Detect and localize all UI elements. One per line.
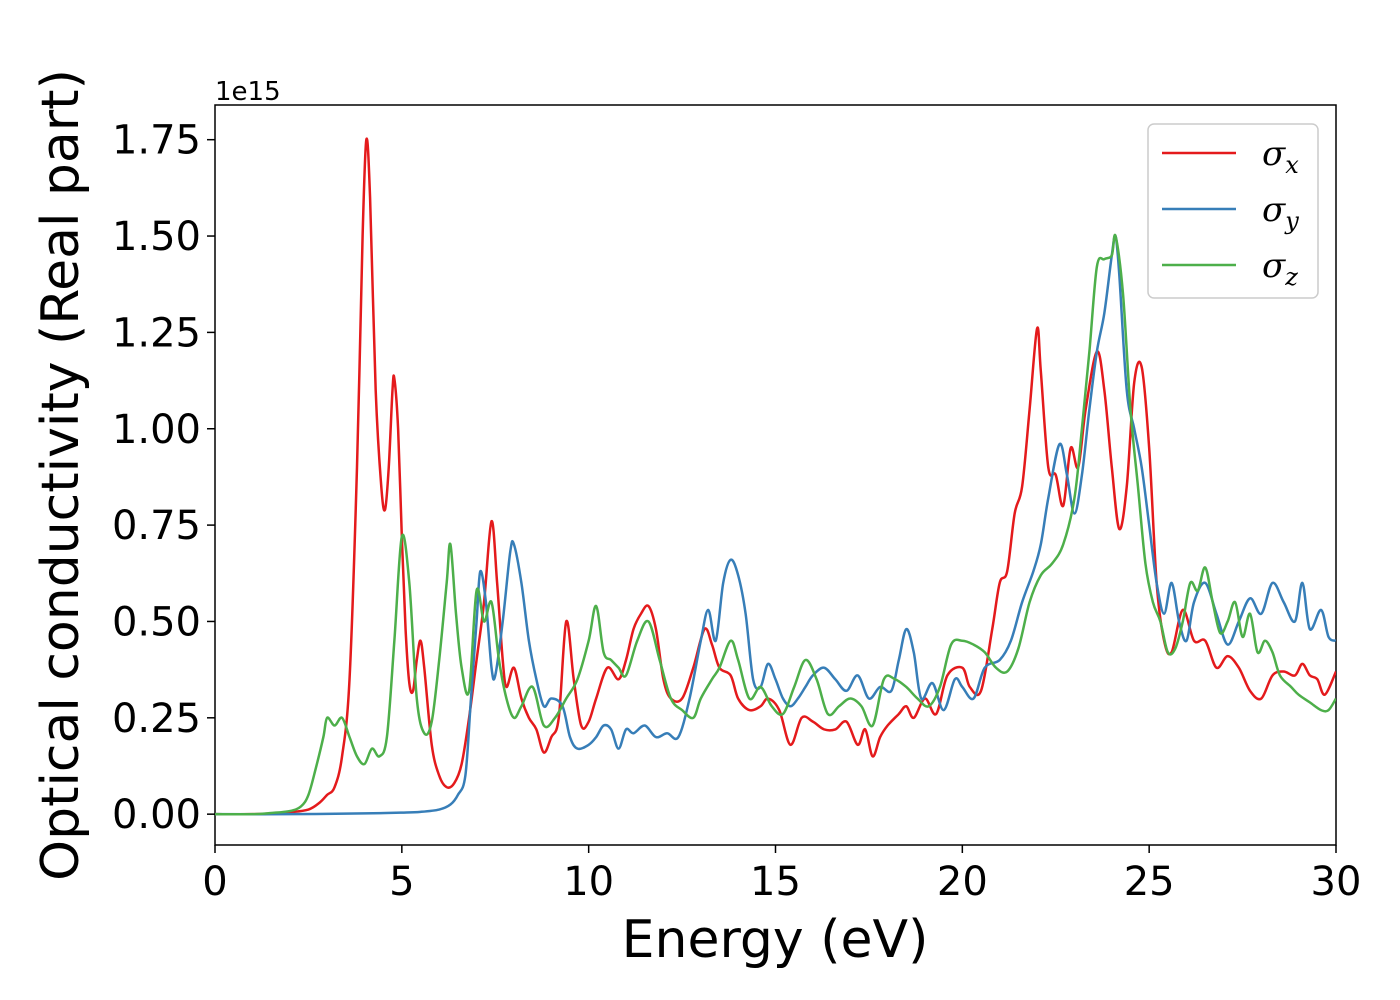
x-axis-ticks: 0 5 10 15 20 25 30	[202, 845, 1361, 905]
x-tick-label: 30	[1311, 859, 1362, 905]
y-tick-label: 0.25	[112, 696, 201, 742]
legend-label-z: σz	[1262, 246, 1298, 291]
x-tick-label: 25	[1124, 859, 1175, 905]
x-tick-label: 10	[563, 859, 614, 905]
y-tick-label: 1.75	[112, 118, 201, 164]
y-axis-offset-label: 1e15	[215, 77, 281, 107]
x-tick-label: 0	[202, 859, 227, 905]
x-axis-title: Energy (eV)	[622, 910, 929, 970]
series-layer	[215, 137, 1336, 816]
series-line-y	[215, 234, 1336, 816]
y-tick-label: 0.75	[112, 503, 201, 549]
series-line-x	[215, 137, 1336, 816]
y-tick-label: 0.50	[112, 599, 201, 645]
x-tick-label: 5	[389, 859, 414, 905]
y-tick-label: 1.50	[112, 214, 201, 260]
y-tick-label: 1.25	[112, 310, 201, 356]
legend: σx σy σz	[1147, 123, 1319, 299]
y-axis-title: Optical conductivity (Real part)	[31, 69, 91, 881]
legend-label-x: σx	[1262, 134, 1299, 179]
y-axis-ticks: 0.00 0.25 0.50 0.75 1.00 1.25 1.50 1.75	[112, 118, 215, 838]
series-line-z	[215, 233, 1336, 816]
legend-frame	[1147, 123, 1319, 299]
y-tick-label: 1.00	[112, 407, 201, 453]
x-tick-label: 15	[750, 859, 801, 905]
legend-label-y: σy	[1262, 190, 1299, 235]
x-tick-label: 20	[937, 859, 988, 905]
y-tick-label: 0.00	[112, 792, 201, 838]
